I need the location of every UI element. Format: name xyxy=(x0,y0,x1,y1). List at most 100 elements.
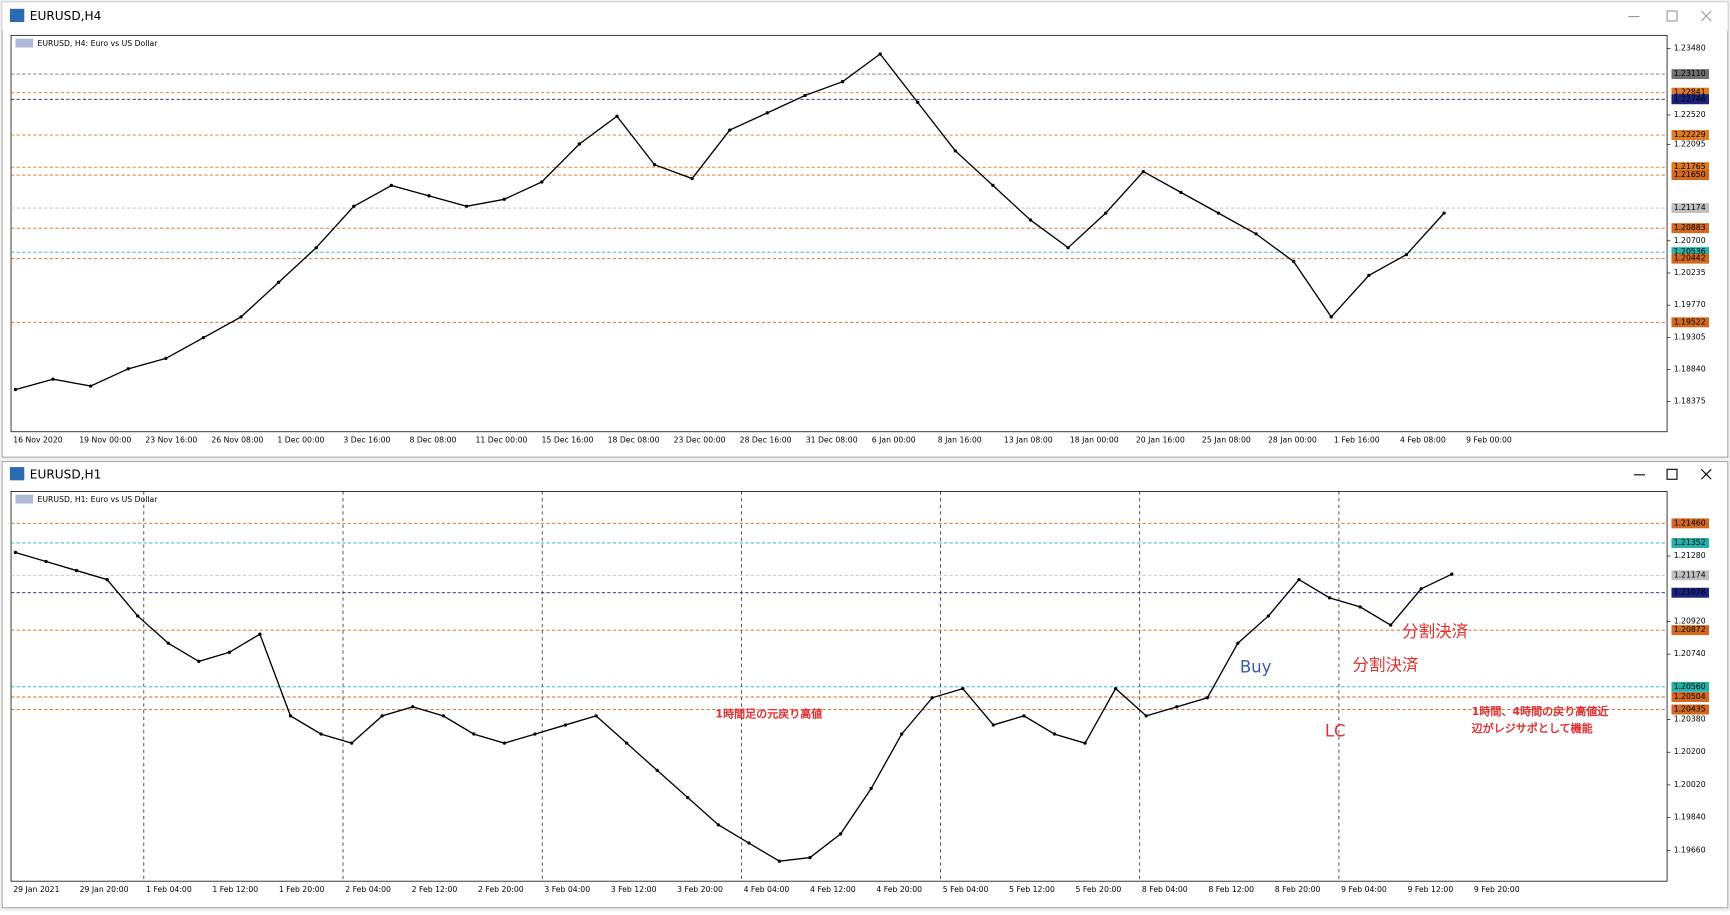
close-point xyxy=(1104,211,1108,215)
close-point xyxy=(1358,605,1362,609)
level-box xyxy=(1671,692,1710,702)
close-point xyxy=(239,315,243,319)
price-label: 1.19305 xyxy=(1674,332,1706,341)
close-point xyxy=(686,795,690,800)
annotation: 分割決済 xyxy=(1352,655,1418,674)
time-label: 28 Jan 00:00 xyxy=(1268,436,1317,445)
level-label: 1.19522 xyxy=(1674,317,1706,326)
close-point xyxy=(1419,587,1423,591)
level-label: 1.21352 xyxy=(1674,538,1706,547)
close-point xyxy=(916,100,920,105)
close-button[interactable] xyxy=(1700,10,1712,22)
close-point xyxy=(1329,315,1333,319)
close-point xyxy=(991,183,995,188)
time-label: 13 Jan 08:00 xyxy=(1004,436,1053,445)
price-label: 1.22095 xyxy=(1674,139,1706,148)
close-point xyxy=(1066,246,1070,250)
app-icon xyxy=(9,8,25,23)
level-label: 1.21765 xyxy=(1674,162,1706,171)
maximize-button[interactable] xyxy=(1666,468,1678,480)
level-label: 1.20504 xyxy=(1674,692,1706,701)
close-point xyxy=(502,197,506,201)
price-label: 1.19840 xyxy=(1674,813,1706,822)
close-point xyxy=(1292,259,1296,264)
close-point xyxy=(728,128,732,132)
close-point xyxy=(1028,218,1033,222)
time-label: 3 Feb 04:00 xyxy=(544,885,590,894)
chart-area xyxy=(10,491,1668,882)
level-box xyxy=(1671,94,1710,105)
close-point xyxy=(1389,623,1393,627)
level-label: 1.22229 xyxy=(1674,130,1706,139)
price-label: 1.20020 xyxy=(1674,780,1706,789)
close-point xyxy=(126,367,130,371)
close-point xyxy=(747,841,751,845)
time-label: 4 Feb 20:00 xyxy=(876,885,922,894)
close-point xyxy=(1266,614,1271,618)
price-label: 1.20235 xyxy=(1674,268,1706,277)
close-point xyxy=(930,696,934,700)
time-label: 1 Feb 16:00 xyxy=(1334,436,1380,445)
level-box xyxy=(1671,69,1710,80)
close-point xyxy=(319,732,323,736)
price-label: 1.18840 xyxy=(1674,364,1706,373)
time-label: 2 Feb 04:00 xyxy=(345,885,391,894)
time-label: 20 Jan 16:00 xyxy=(1136,436,1185,445)
close-point xyxy=(352,204,356,208)
close-point xyxy=(900,732,904,736)
close-point xyxy=(1442,211,1446,215)
level-box xyxy=(1671,253,1710,264)
time-label: 2 Feb 12:00 xyxy=(412,885,458,894)
close-point xyxy=(1052,732,1057,736)
close-point xyxy=(1236,641,1240,645)
price-label: 1.20740 xyxy=(1674,649,1706,658)
close-point xyxy=(838,832,843,836)
price-label: 1.23480 xyxy=(1674,43,1706,52)
window-title: EURUSD,H1 xyxy=(30,467,102,481)
close-point xyxy=(349,741,354,745)
symbol-icon xyxy=(15,494,34,504)
annotation: LC xyxy=(1325,722,1346,741)
close-point xyxy=(1022,714,1026,718)
close-point xyxy=(380,714,384,718)
close-point xyxy=(803,93,807,98)
close-point xyxy=(164,356,168,361)
close-point xyxy=(74,568,79,573)
close-point xyxy=(464,204,469,208)
level-box xyxy=(1671,170,1710,181)
time-label: 8 Jan 16:00 xyxy=(938,436,982,445)
symbol-icon xyxy=(15,38,34,48)
close-point xyxy=(765,111,770,115)
time-label: 9 Feb 20:00 xyxy=(1474,885,1520,894)
close-point xyxy=(961,686,965,691)
close-point xyxy=(1083,741,1087,745)
close-button[interactable] xyxy=(1700,468,1712,480)
maximize-button[interactable] xyxy=(1666,10,1678,22)
time-label: 5 Feb 04:00 xyxy=(943,885,989,894)
time-label: 28 Dec 16:00 xyxy=(740,436,792,445)
close-point xyxy=(88,384,93,388)
close-point xyxy=(540,180,544,184)
level-label: 1.22746 xyxy=(1674,94,1706,103)
close-point xyxy=(1450,572,1454,576)
symbol-label: EURUSD, H1: Euro vs US Dollar xyxy=(38,495,159,504)
price-label: 1.20380 xyxy=(1674,715,1706,724)
close-point xyxy=(869,786,873,791)
close-point xyxy=(276,280,281,284)
close-point xyxy=(716,823,720,827)
time-label: 6 Jan 00:00 xyxy=(872,436,916,445)
time-label: 5 Feb 12:00 xyxy=(1009,885,1055,894)
level-box xyxy=(1671,518,1710,529)
annotation: Buy xyxy=(1240,658,1272,677)
price-label: 1.19660 xyxy=(1674,845,1706,854)
close-point xyxy=(577,142,582,146)
close-point xyxy=(1175,705,1179,709)
time-label: 3 Feb 12:00 xyxy=(611,885,657,894)
level-box xyxy=(1671,704,1710,715)
close-point xyxy=(1254,232,1258,236)
close-point xyxy=(690,176,694,181)
close-point xyxy=(201,336,206,340)
time-label: 11 Dec 00:00 xyxy=(476,436,528,445)
time-label: 4 Feb 08:00 xyxy=(1400,436,1446,445)
time-label: 9 Feb 04:00 xyxy=(1341,885,1387,894)
